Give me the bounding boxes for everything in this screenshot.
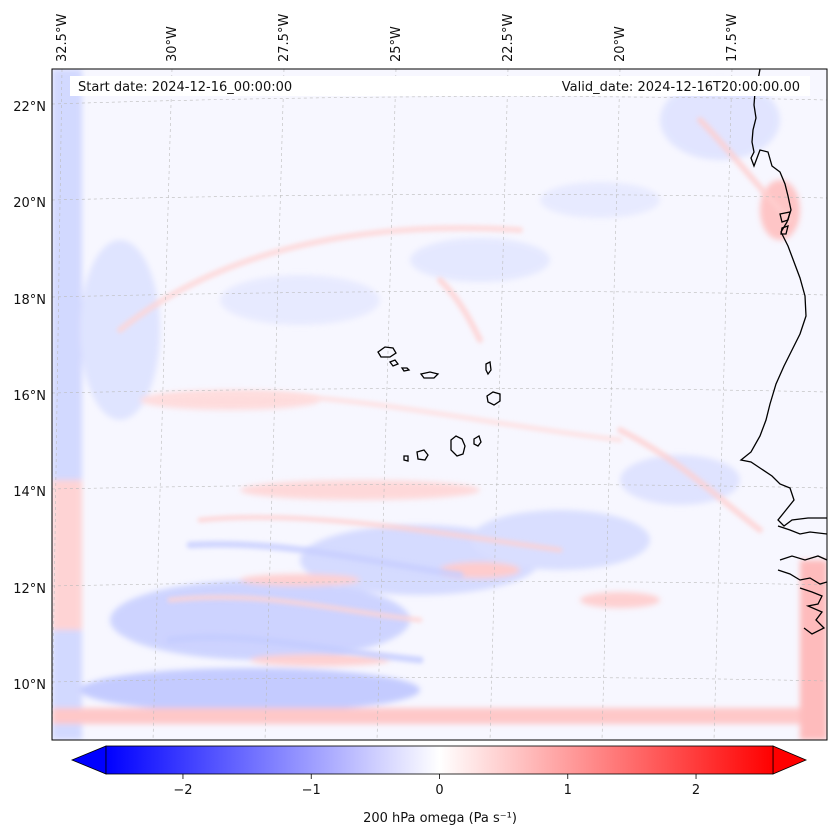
- colorbar-tick-label: 1: [564, 783, 572, 798]
- colorbar-tick-label: 2: [692, 783, 700, 798]
- colorbar: −2 −1 0 1 2 200 hPa omega (Pa s⁻¹): [70, 745, 808, 826]
- omega-field: [52, 69, 827, 740]
- longitude-label: 25°W: [389, 26, 404, 62]
- latitude-label: 22°N: [13, 100, 46, 115]
- longitude-label: 30°W: [165, 26, 180, 62]
- latitude-label: 14°N: [13, 485, 46, 500]
- map-frame: [51, 68, 828, 741]
- longitude-label: 22.5°W: [501, 14, 516, 62]
- valid-date-label: Valid_date: 2024-12-16T20:00:00.00: [562, 80, 800, 95]
- colorbar-tick-label: −2: [173, 783, 192, 798]
- latitude-label: 20°N: [13, 196, 46, 211]
- latitude-label: 16°N: [13, 389, 46, 404]
- african-coastline: [739, 69, 827, 635]
- latitude-labels: 22°N 20°N 18°N 16°N 14°N 12°N 10°N: [13, 100, 46, 693]
- cape-verde-islands: [377, 346, 501, 462]
- longitude-labels: 32.5°W 30°W 27.5°W 25°W 22.5°W 20°W 17.5°W: [55, 14, 740, 62]
- start-date-label: Start date: 2024-12-16_00:00:00: [78, 80, 292, 95]
- graticule: [52, 69, 827, 740]
- colorbar-tick-label: −1: [302, 783, 321, 798]
- latitude-label: 10°N: [13, 678, 46, 693]
- longitude-label: 17.5°W: [725, 14, 740, 62]
- longitude-label: 32.5°W: [55, 14, 70, 62]
- colorbar-ticks: −2 −1 0 1 2: [173, 774, 700, 798]
- colorbar-gradient: [105, 745, 774, 775]
- colorbar-extend-low: [70, 745, 107, 775]
- latitude-label: 18°N: [13, 293, 46, 308]
- colorbar-label: 200 hPa omega (Pa s⁻¹): [363, 811, 517, 826]
- longitude-label: 20°W: [613, 26, 628, 62]
- colorbar-extend-high: [772, 745, 808, 775]
- latitude-label: 12°N: [13, 582, 46, 597]
- date-info-box: [70, 76, 810, 96]
- colorbar-tick-label: 0: [435, 783, 443, 798]
- longitude-label: 27.5°W: [277, 14, 292, 62]
